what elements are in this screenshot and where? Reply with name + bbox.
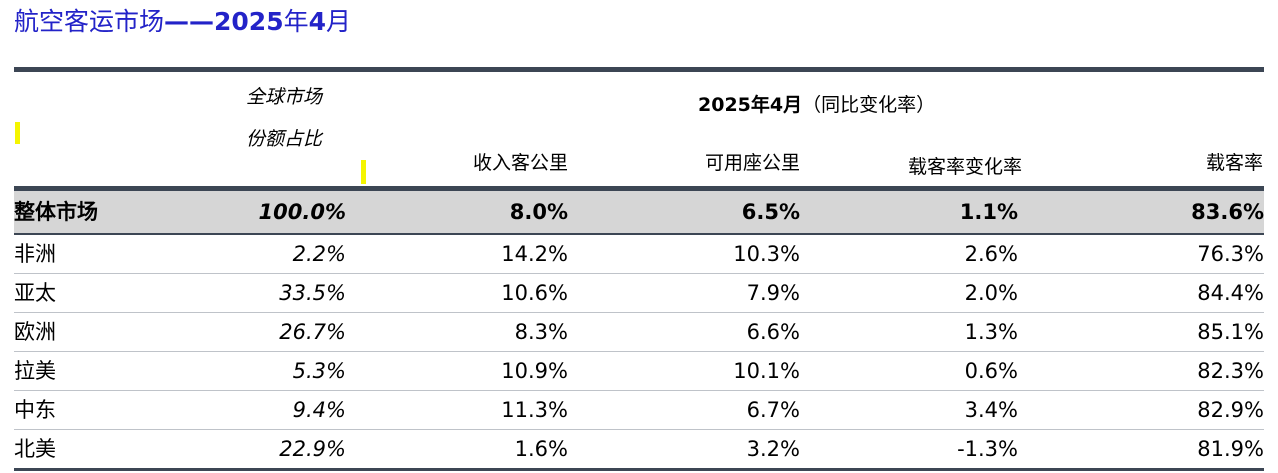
plf-value: 76.3% [1197, 242, 1264, 266]
share-header-line2: 份额占比 [246, 128, 323, 150]
yellow-marker-right [361, 160, 366, 184]
total-rule [14, 233, 1264, 235]
period-note: （同比变化率） [802, 94, 936, 116]
region-name: 北美 [14, 437, 56, 461]
ask-value: 6.5% [741, 200, 800, 224]
plf-value: 82.3% [1197, 359, 1264, 383]
table-row: 非洲 2.2% 14.2% 10.3% 2.6% 76.3% [14, 235, 1264, 274]
ask-value: 6.7% [746, 398, 800, 422]
table-row: 亚太 33.5% 10.6% 7.9% 2.0% 84.4% [14, 274, 1264, 313]
ask-value: 3.2% [746, 437, 800, 461]
rpk-value: 8.3% [514, 320, 568, 344]
row-divider [14, 390, 1264, 391]
plf-change-value: 0.6% [964, 359, 1018, 383]
share-value: 2.2% [292, 242, 346, 266]
share-value: 33.5% [279, 281, 346, 305]
top-rule [14, 67, 1264, 72]
plf-change-value: 3.4% [964, 398, 1018, 422]
share-value: 5.3% [292, 359, 346, 383]
title-yue: 月 [326, 7, 352, 36]
share-value: 22.9% [279, 437, 346, 461]
ask-value: 10.3% [733, 242, 800, 266]
title-month: 4 [308, 7, 327, 36]
plf-change-value: 2.6% [964, 242, 1018, 266]
row-divider [14, 312, 1264, 313]
ask-value: 7.9% [746, 281, 800, 305]
region-name: 整体市场 [14, 200, 98, 224]
page-title: 航空客运市场——2025年4月 [14, 2, 351, 38]
rpk-value: 8.0% [509, 200, 568, 224]
title-nian: 年 [283, 7, 309, 36]
rpk-value: 1.6% [514, 437, 568, 461]
share-value: 26.7% [279, 320, 346, 344]
plf-value: 85.1% [1197, 320, 1264, 344]
yellow-marker-left [15, 122, 20, 144]
period-header: 2025年4月（同比变化率） [698, 90, 935, 117]
rpk-value: 11.3% [501, 398, 568, 422]
row-divider [14, 429, 1264, 430]
table-row-total: 整体市场 100.0% 8.0% 6.5% 1.1% 83.6% [14, 191, 1264, 233]
col-header-rpk: 收入客公里 [472, 152, 568, 174]
table-row: 拉美 5.3% 10.9% 10.1% 0.6% 82.3% [14, 352, 1264, 391]
plf-change-value: 1.3% [964, 320, 1018, 344]
ask-value: 6.6% [746, 320, 800, 344]
region-name: 中东 [14, 398, 56, 422]
share-header-line1: 全球市场 [246, 86, 323, 108]
plf-value: 81.9% [1197, 437, 1264, 461]
header-rule [14, 186, 1264, 191]
table-row: 北美 22.9% 1.6% 3.2% -1.3% 81.9% [14, 430, 1264, 469]
region-name: 亚太 [14, 281, 56, 305]
period-label: 2025年4月 [698, 94, 803, 116]
region-name: 拉美 [14, 359, 56, 383]
table-row: 中东 9.4% 11.3% 6.7% 3.4% 82.9% [14, 391, 1264, 430]
rpk-value: 10.9% [501, 359, 568, 383]
col-header-plf-change: 载客率变化率 [907, 156, 1022, 178]
table-row: 欧洲 26.7% 8.3% 6.6% 1.3% 85.1% [14, 313, 1264, 352]
row-divider [14, 351, 1264, 352]
plf-value: 84.4% [1197, 281, 1264, 305]
plf-change-value: 1.1% [959, 200, 1018, 224]
title-year: 2025 [214, 7, 284, 36]
col-header-ask: 可用座公里 [704, 152, 800, 174]
plf-value: 83.6% [1191, 200, 1264, 224]
title-prefix: 航空客运市场 [14, 7, 165, 36]
row-divider [14, 273, 1264, 274]
bottom-rule [14, 468, 1264, 471]
region-name: 欧洲 [14, 320, 56, 344]
rpk-value: 14.2% [501, 242, 568, 266]
region-name: 非洲 [14, 242, 56, 266]
plf-value: 82.9% [1197, 398, 1264, 422]
col-header-plf: 载客率 [1205, 152, 1263, 174]
share-value: 9.4% [292, 398, 346, 422]
share-value: 100.0% [258, 200, 346, 224]
ask-value: 10.1% [733, 359, 800, 383]
rpk-value: 10.6% [501, 281, 568, 305]
plf-change-value: -1.3% [957, 437, 1018, 461]
title-dash: —— [164, 7, 215, 36]
plf-change-value: 2.0% [964, 281, 1018, 305]
